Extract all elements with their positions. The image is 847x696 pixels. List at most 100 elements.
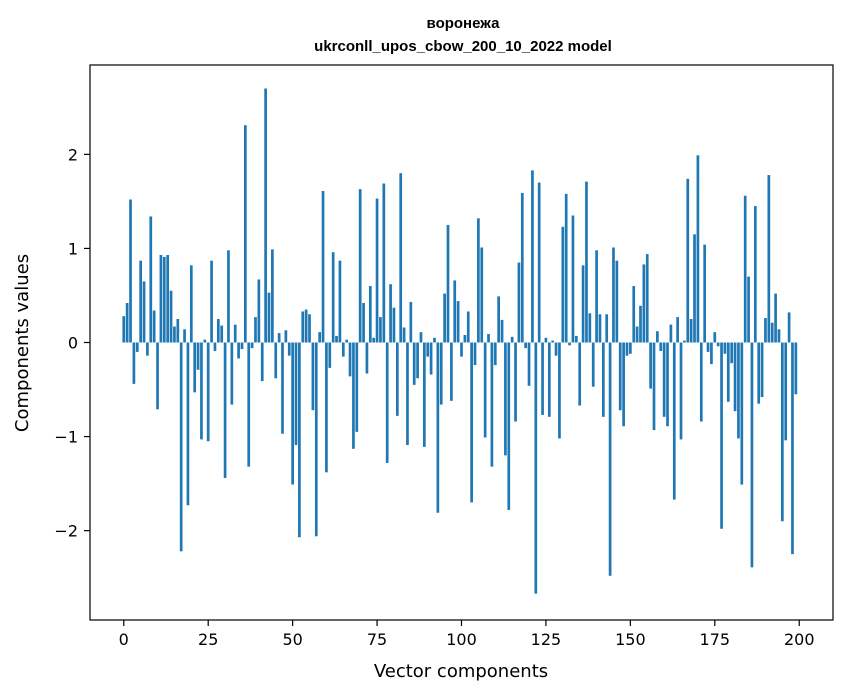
- bar-83: [402, 327, 406, 343]
- bar-118: [520, 192, 524, 343]
- bar-18: [183, 329, 186, 343]
- bar-10: [156, 342, 159, 410]
- bar-53: [301, 311, 305, 343]
- bar-149: [625, 342, 629, 356]
- bar-104: [473, 342, 477, 366]
- bar-57: [314, 342, 318, 537]
- bar-95: [443, 293, 446, 343]
- bar-128: [554, 342, 558, 356]
- bar-54: [304, 309, 308, 343]
- bar-151: [632, 286, 636, 343]
- bar-179: [726, 342, 730, 402]
- bar-182: [737, 342, 740, 439]
- bar-90: [426, 342, 430, 357]
- bar-192: [770, 322, 774, 343]
- bar-144: [608, 342, 612, 576]
- bar-161: [666, 342, 669, 427]
- bar-84: [406, 342, 409, 446]
- bar-129: [558, 342, 561, 439]
- bar-100: [460, 342, 463, 357]
- bar-21: [193, 342, 197, 393]
- bar-160: [662, 342, 666, 417]
- chart-subtitle: ukrconll_upos_cbow_200_10_2022 model: [314, 38, 612, 55]
- y-tick-label: 2: [68, 145, 78, 164]
- bar-89: [423, 342, 426, 447]
- bar-74: [372, 337, 376, 343]
- bar-70: [358, 189, 362, 343]
- bar-138: [588, 313, 592, 343]
- bar-127: [551, 340, 555, 343]
- bar-11: [159, 255, 163, 343]
- bar-6: [142, 281, 146, 343]
- bar-98: [453, 280, 457, 343]
- bar-42: [264, 88, 267, 343]
- bar-40: [257, 279, 261, 343]
- chart-title: воронежа: [427, 15, 501, 32]
- bar-45: [274, 342, 278, 379]
- bar-123: [537, 182, 541, 343]
- bar-176: [716, 342, 720, 347]
- bar-108: [487, 334, 490, 343]
- bar-27: [213, 342, 217, 351]
- bar-5: [139, 260, 143, 343]
- bar-38: [250, 342, 254, 349]
- bar-136: [581, 265, 585, 343]
- bar-73: [368, 286, 372, 343]
- bar-124: [541, 342, 544, 415]
- bar-178: [723, 342, 727, 354]
- bar-114: [507, 342, 511, 510]
- bar-30: [223, 342, 227, 478]
- bar-3: [132, 342, 136, 384]
- bar-111: [497, 296, 500, 343]
- bar-158: [656, 331, 659, 343]
- bar-191: [767, 175, 771, 343]
- bar-186: [750, 342, 754, 568]
- bars-group: [122, 88, 798, 594]
- bar-61: [328, 342, 332, 368]
- bar-135: [578, 342, 582, 406]
- bar-14: [169, 290, 173, 343]
- bar-75: [375, 198, 379, 343]
- bar-165: [679, 342, 683, 440]
- bar-72: [365, 342, 369, 374]
- bar-44: [271, 249, 274, 343]
- x-tick-label: 100: [446, 630, 477, 649]
- bar-76: [379, 317, 382, 343]
- bar-199: [794, 342, 798, 395]
- bar-12: [162, 256, 166, 343]
- x-tick-label: 150: [615, 630, 646, 649]
- bar-86: [412, 342, 416, 385]
- bar-17: [179, 342, 183, 552]
- bar-34: [237, 342, 240, 359]
- bar-88: [419, 332, 423, 343]
- bar-24: [203, 339, 207, 343]
- bar-91: [429, 342, 433, 375]
- bar-4: [135, 342, 139, 352]
- bar-184: [743, 195, 747, 343]
- bar-80: [392, 307, 396, 343]
- bar-130: [561, 226, 565, 343]
- bar-102: [466, 311, 470, 343]
- bar-166: [683, 340, 686, 343]
- bar-175: [713, 332, 717, 343]
- bar-56: [311, 342, 315, 411]
- bar-183: [740, 342, 744, 485]
- bar-155: [645, 254, 649, 343]
- bar-46: [277, 333, 281, 343]
- bar-125: [544, 337, 548, 343]
- bar-106: [480, 247, 484, 343]
- bar-19: [186, 342, 190, 506]
- y-tick-label: 1: [68, 239, 78, 258]
- bar-115: [510, 336, 514, 343]
- bar-20: [189, 265, 193, 343]
- bar-140: [595, 250, 598, 343]
- x-axis-label: Vector components: [374, 661, 548, 682]
- bar-62: [331, 252, 335, 343]
- bar-113: [504, 342, 507, 456]
- bar-32: [230, 342, 234, 405]
- y-tick-label: 0: [68, 334, 78, 353]
- bar-109: [490, 342, 494, 467]
- bar-68: [352, 342, 355, 449]
- bar-103: [470, 342, 473, 503]
